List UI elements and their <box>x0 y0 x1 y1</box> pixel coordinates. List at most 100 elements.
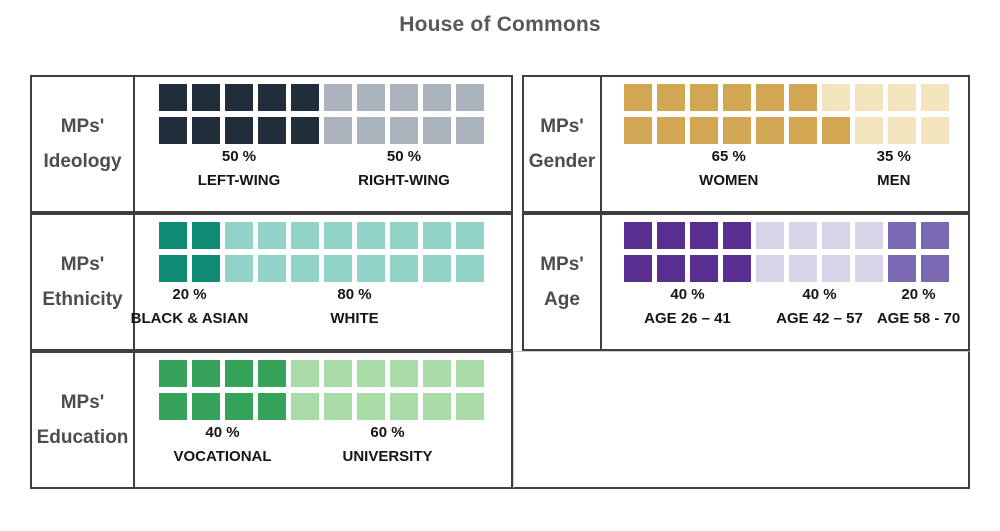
waffle-square <box>225 117 253 144</box>
waffle-square <box>657 84 685 111</box>
segment-name-label: AGE 26 – 41 <box>644 310 731 327</box>
waffle-square <box>921 84 949 111</box>
waffle-square <box>225 393 253 420</box>
waffle-square <box>324 255 352 282</box>
waffle-square <box>324 360 352 387</box>
waffle-square <box>192 222 220 249</box>
panel-label-cell: MPs' Gender <box>524 77 602 211</box>
waffle-column <box>423 360 451 420</box>
chart-title: House of Commons <box>399 13 601 36</box>
waffle-square <box>357 393 385 420</box>
waffle-column <box>357 222 385 282</box>
segment-label: 50 % RIGHT-WING <box>358 149 450 188</box>
waffle-column <box>921 84 949 144</box>
waffle-square <box>723 222 751 249</box>
waffle-square <box>624 255 652 282</box>
waffle-square <box>324 117 352 144</box>
waffle-column <box>357 360 385 420</box>
waffle-column <box>756 222 784 282</box>
waffle-square <box>423 117 451 144</box>
waffle-square <box>456 117 484 144</box>
waffle-square <box>357 84 385 111</box>
segment-label: 65 % WOMEN <box>699 149 758 188</box>
segment-name-label: RIGHT-WING <box>358 172 450 189</box>
waffle-square <box>789 255 817 282</box>
empty-grid-cell <box>513 351 970 489</box>
panel-mps-ideology: MPs' Ideology 50 % LEFT-WING 50 % RIGHT-WING <box>30 75 513 213</box>
waffle-square <box>855 222 883 249</box>
waffle-column <box>258 84 286 144</box>
waffle-square <box>456 255 484 282</box>
waffle-square <box>258 360 286 387</box>
waffle-square <box>291 117 319 144</box>
waffle-square <box>789 117 817 144</box>
panel-content: 50 % LEFT-WING 50 % RIGHT-WING <box>135 77 511 211</box>
waffle-grid <box>159 360 484 420</box>
waffle-column <box>822 222 850 282</box>
waffle-square <box>723 255 751 282</box>
waffle-column <box>456 84 484 144</box>
waffle-square <box>855 117 883 144</box>
waffle-square <box>690 255 718 282</box>
waffle-column <box>192 222 220 282</box>
panel-label-line: Age <box>544 289 580 310</box>
segment-label: 20 % BLACK & ASIAN <box>131 287 249 326</box>
waffle-column <box>258 222 286 282</box>
waffle-square <box>888 222 916 249</box>
segment-name-label: WOMEN <box>699 172 759 189</box>
waffle-square <box>888 117 916 144</box>
panel-label-cell: MPs' Ethnicity <box>32 215 135 349</box>
waffle-square <box>258 255 286 282</box>
waffle-column <box>390 84 418 144</box>
waffle-grid <box>159 222 484 282</box>
waffle-square <box>291 393 319 420</box>
waffle-square <box>192 393 220 420</box>
waffle-square <box>723 84 751 111</box>
waffle-square <box>888 84 916 111</box>
panel-label-cell: MPs' Education <box>32 353 135 487</box>
waffle-column <box>855 84 883 144</box>
waffle-square <box>690 84 718 111</box>
waffle-square <box>423 255 451 282</box>
segment-label: 20 % AGE 58 - 70 <box>877 287 960 326</box>
waffle-square <box>225 222 253 249</box>
waffle-column <box>690 222 718 282</box>
waffle-square <box>921 222 949 249</box>
waffle-square <box>423 393 451 420</box>
waffle-square <box>690 117 718 144</box>
panel-mps-age: MPs' Age 40 % AGE 26 – 41 40 % AGE 42 – 57 20 … <box>522 213 970 351</box>
segment-pct-label: 20 % <box>901 286 936 303</box>
panel-label-line: Education <box>36 427 129 448</box>
segment-pct-label: 50 % <box>386 148 422 165</box>
panel-label-line: MPs' <box>60 392 105 413</box>
waffle-grid <box>624 222 949 282</box>
waffle-square <box>423 84 451 111</box>
waffle-square <box>822 84 850 111</box>
waffle-column <box>855 222 883 282</box>
waffle-square <box>789 222 817 249</box>
waffle-column <box>225 84 253 144</box>
segment-pct-label: 40 % <box>802 286 837 303</box>
waffle-square <box>225 255 253 282</box>
panel-mps-education: MPs' Education 40 % VOCATIONAL 60 % UNIVERSIT… <box>30 351 513 489</box>
waffle-square <box>258 84 286 111</box>
waffle-square <box>456 393 484 420</box>
waffle-square <box>789 84 817 111</box>
waffle-column <box>822 84 850 144</box>
waffle-column <box>723 222 751 282</box>
waffle-square <box>390 117 418 144</box>
waffle-square <box>624 222 652 249</box>
panel-label-line: MPs' <box>540 254 584 275</box>
waffle-column <box>624 222 652 282</box>
segment-name-label: MEN <box>877 172 911 189</box>
waffle-square <box>159 84 187 111</box>
waffle-square <box>756 84 784 111</box>
waffle-square <box>822 255 850 282</box>
waffle-square <box>324 84 352 111</box>
waffle-column <box>423 222 451 282</box>
panel-content: 65 % WOMEN 35 % MEN <box>602 77 968 211</box>
segment-pct-label: 80 % <box>337 286 372 303</box>
waffle-square <box>624 117 652 144</box>
waffle-square <box>756 222 784 249</box>
waffle-column <box>225 222 253 282</box>
